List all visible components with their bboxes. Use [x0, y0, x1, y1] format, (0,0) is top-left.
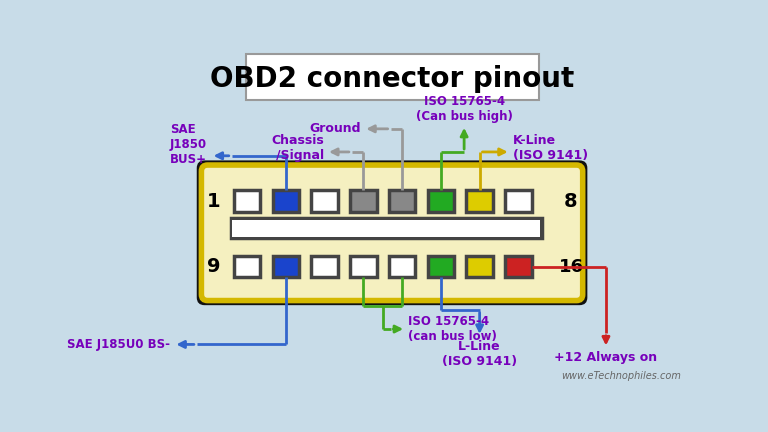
Text: Ground: Ground	[310, 122, 361, 135]
Text: 8: 8	[564, 192, 577, 211]
Text: L-Line
(ISO 9141): L-Line (ISO 9141)	[442, 340, 517, 368]
FancyBboxPatch shape	[389, 191, 415, 212]
FancyBboxPatch shape	[273, 191, 299, 212]
Text: SAE
J1850
BUS+: SAE J1850 BUS+	[170, 123, 207, 166]
Text: ISO 15765-4
(Can bus high): ISO 15765-4 (Can bus high)	[415, 95, 512, 123]
FancyBboxPatch shape	[201, 165, 583, 301]
FancyBboxPatch shape	[234, 256, 260, 277]
Text: 9: 9	[207, 257, 220, 276]
Text: OBD2 connector pinout: OBD2 connector pinout	[210, 65, 574, 93]
Text: +12 Always on: +12 Always on	[554, 351, 657, 364]
FancyBboxPatch shape	[428, 256, 454, 277]
Text: SAE J185U0 BS-: SAE J185U0 BS-	[68, 338, 170, 351]
FancyBboxPatch shape	[428, 191, 454, 212]
FancyBboxPatch shape	[466, 191, 493, 212]
FancyBboxPatch shape	[350, 191, 376, 212]
Text: 1: 1	[207, 192, 220, 211]
FancyBboxPatch shape	[273, 256, 299, 277]
FancyBboxPatch shape	[505, 256, 531, 277]
FancyBboxPatch shape	[312, 191, 338, 212]
FancyBboxPatch shape	[350, 256, 376, 277]
Text: K-Line
(ISO 9141): K-Line (ISO 9141)	[513, 134, 588, 162]
FancyBboxPatch shape	[389, 256, 415, 277]
FancyBboxPatch shape	[234, 191, 260, 212]
FancyBboxPatch shape	[466, 256, 493, 277]
FancyBboxPatch shape	[233, 220, 540, 237]
Text: www.eTechnophiles.com: www.eTechnophiles.com	[561, 371, 681, 381]
Text: ISO 15765-4
(can bus low): ISO 15765-4 (can bus low)	[409, 315, 497, 343]
FancyBboxPatch shape	[505, 191, 531, 212]
FancyBboxPatch shape	[197, 160, 588, 305]
FancyBboxPatch shape	[246, 54, 539, 100]
FancyBboxPatch shape	[231, 218, 541, 238]
Text: 16: 16	[559, 257, 584, 276]
FancyBboxPatch shape	[312, 256, 338, 277]
Text: Chassis
/Signal: Chassis /Signal	[271, 134, 324, 162]
